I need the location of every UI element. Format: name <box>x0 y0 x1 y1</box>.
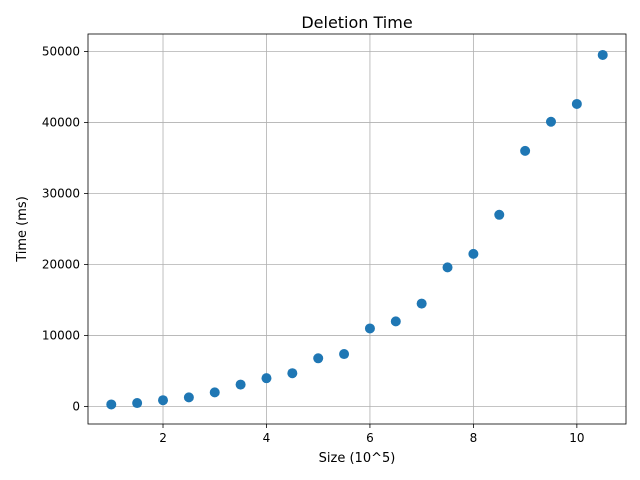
data-point <box>158 395 169 406</box>
data-point <box>597 49 608 60</box>
data-point <box>364 323 375 334</box>
y-tick-label: 50000 <box>42 44 80 58</box>
x-axis-label: Size (10^5) <box>319 451 396 466</box>
x-tick-label: 10 <box>569 431 584 445</box>
x-tick-label: 6 <box>366 431 374 445</box>
chart-title: Deletion Time <box>301 13 412 32</box>
data-point <box>545 116 556 127</box>
y-tick-label: 10000 <box>42 329 80 343</box>
data-point <box>390 316 401 327</box>
data-point <box>287 368 298 379</box>
x-tick-label: 2 <box>159 431 167 445</box>
data-point <box>106 399 117 410</box>
data-point <box>416 298 427 309</box>
data-point <box>235 379 246 390</box>
y-axis-label: Time (ms) <box>15 196 30 263</box>
data-point <box>468 248 479 259</box>
ticks-layer: 2 4 6 8 10 0 10000 20000 30000 40000 50000 <box>42 44 585 445</box>
y-tick-label: 20000 <box>42 258 80 272</box>
data-point <box>261 373 272 384</box>
y-tick-label: 30000 <box>42 186 80 200</box>
grid-layer <box>88 34 626 424</box>
data-point <box>571 98 582 109</box>
data-point <box>209 387 220 398</box>
axes-frame <box>87 33 627 425</box>
x-tick-label: 8 <box>470 431 478 445</box>
y-tick-label: 40000 <box>42 115 80 129</box>
data-point <box>132 398 143 409</box>
y-tick-label: 0 <box>72 400 80 414</box>
data-point <box>442 262 453 273</box>
data-point <box>494 209 505 220</box>
data-point <box>339 349 350 360</box>
data-point <box>183 392 194 403</box>
x-tick-label: 4 <box>263 431 271 445</box>
data-point <box>520 145 531 156</box>
data-point <box>313 353 324 364</box>
points-layer <box>106 49 608 410</box>
